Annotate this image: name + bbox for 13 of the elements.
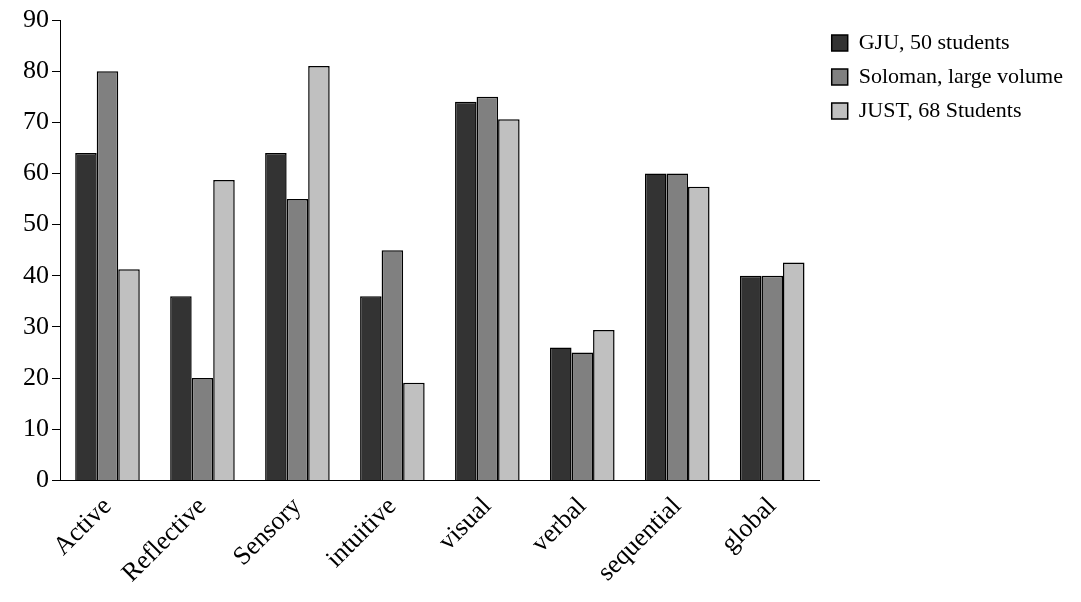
y-tick-label: 70 <box>23 106 49 136</box>
legend-label: JUST, 68 Students <box>858 96 1022 122</box>
y-tick-label: 30 <box>23 310 49 340</box>
y-tick-label: 90 <box>23 3 49 33</box>
y-tick-label: 20 <box>23 361 49 391</box>
y-tick-label: 60 <box>23 157 49 187</box>
y-tick-label: 0 <box>36 464 49 494</box>
y-tick-label: 10 <box>23 413 49 443</box>
legend-label: GJU, 50 students <box>858 28 1010 54</box>
y-tick-label: 40 <box>23 259 49 289</box>
y-tick-label: 80 <box>23 54 49 84</box>
y-tick-label: 50 <box>23 208 49 238</box>
legend-label: Soloman, large volume <box>858 62 1064 88</box>
